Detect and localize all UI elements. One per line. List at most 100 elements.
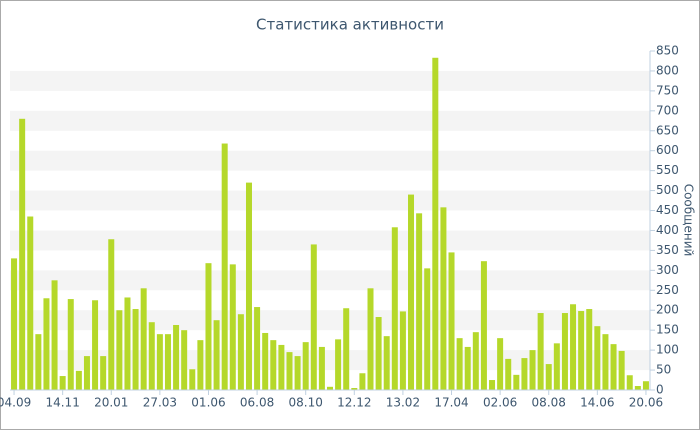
bar bbox=[92, 300, 99, 390]
bar bbox=[537, 313, 544, 390]
y-tick-label: 500 bbox=[656, 183, 679, 197]
bar bbox=[505, 358, 512, 390]
bar bbox=[456, 338, 463, 390]
bar bbox=[489, 380, 496, 390]
bar bbox=[245, 182, 252, 390]
y-tick-label: 200 bbox=[656, 303, 679, 317]
x-tick-label: 04.09 bbox=[0, 396, 31, 410]
bar bbox=[197, 340, 204, 390]
bar bbox=[618, 350, 625, 390]
bar bbox=[610, 344, 617, 390]
x-tick-label: 01.06 bbox=[191, 396, 225, 410]
bar bbox=[164, 334, 171, 390]
x-tick-label: 12.12 bbox=[337, 396, 371, 410]
y-tick-label: 350 bbox=[656, 243, 679, 257]
y-tick-label: 100 bbox=[656, 343, 679, 357]
y-tick-label: 750 bbox=[656, 83, 679, 97]
x-tick-label: 02.06 bbox=[483, 396, 517, 410]
bar bbox=[424, 268, 431, 390]
bar bbox=[229, 264, 236, 390]
bar bbox=[43, 298, 50, 390]
bar bbox=[11, 258, 18, 390]
bar bbox=[221, 143, 228, 390]
bar bbox=[124, 297, 131, 390]
x-tick-label: 14.11 bbox=[45, 396, 79, 410]
grid-band bbox=[10, 310, 650, 331]
bar bbox=[642, 381, 649, 390]
bar bbox=[173, 324, 180, 390]
x-tick-label: 20.06 bbox=[629, 396, 663, 410]
bar bbox=[529, 350, 536, 390]
y-tick-label: 250 bbox=[656, 283, 679, 297]
bar bbox=[432, 57, 439, 390]
grid-band bbox=[10, 230, 650, 251]
bar bbox=[472, 332, 479, 390]
y-tick-label: 400 bbox=[656, 223, 679, 237]
x-tick-label: 17.04 bbox=[434, 396, 468, 410]
bar bbox=[448, 252, 455, 390]
bar bbox=[335, 339, 342, 390]
x-tick-label: 14.06 bbox=[580, 396, 614, 410]
chart-title: Статистика активности bbox=[256, 16, 444, 34]
x-tick-label: 13.02 bbox=[386, 396, 420, 410]
bar bbox=[270, 340, 277, 390]
bar bbox=[67, 299, 74, 390]
bar bbox=[513, 374, 520, 390]
bar bbox=[351, 388, 358, 390]
grid-band bbox=[10, 270, 650, 291]
grid-band bbox=[10, 70, 650, 91]
bar bbox=[408, 194, 415, 390]
y-tick-label: 850 bbox=[656, 44, 679, 58]
bar bbox=[254, 307, 261, 390]
bar bbox=[521, 358, 528, 390]
bar bbox=[83, 356, 90, 390]
y-tick-label: 300 bbox=[656, 263, 679, 277]
bar bbox=[359, 373, 366, 390]
bar bbox=[480, 261, 487, 390]
bar bbox=[75, 370, 82, 390]
bar bbox=[181, 330, 188, 390]
bar bbox=[132, 309, 139, 390]
bar bbox=[310, 244, 317, 390]
y-tick-label: 600 bbox=[656, 143, 679, 157]
bar bbox=[237, 314, 244, 390]
grid-band bbox=[10, 150, 650, 171]
x-tick-label: 27.03 bbox=[143, 396, 177, 410]
bar bbox=[302, 342, 309, 390]
bar bbox=[545, 364, 552, 390]
bar bbox=[391, 227, 398, 390]
y-tick-label: 0 bbox=[656, 383, 664, 397]
bar bbox=[27, 216, 34, 390]
x-tick-label: 08.10 bbox=[289, 396, 323, 410]
grid-band bbox=[10, 110, 650, 131]
y-axis-title: Сообщений bbox=[682, 184, 696, 257]
y-tick-label: 800 bbox=[656, 63, 679, 77]
bar bbox=[205, 263, 212, 390]
bar bbox=[626, 375, 633, 390]
bar bbox=[343, 308, 350, 390]
x-tick-label: 06.08 bbox=[240, 396, 274, 410]
bar bbox=[570, 304, 577, 390]
bar bbox=[327, 386, 333, 390]
bar bbox=[294, 356, 301, 390]
bar bbox=[108, 239, 115, 390]
x-tick-label: 08.08 bbox=[532, 396, 566, 410]
bar bbox=[19, 118, 26, 391]
bar bbox=[156, 334, 163, 390]
x-tick-label: 20.01 bbox=[94, 396, 128, 410]
bar bbox=[634, 386, 641, 390]
bar bbox=[367, 288, 374, 390]
bar bbox=[278, 344, 285, 390]
y-tick-label: 550 bbox=[656, 163, 679, 177]
bar bbox=[399, 311, 406, 390]
bar bbox=[100, 356, 107, 390]
bar bbox=[586, 309, 593, 390]
y-tick-label: 650 bbox=[656, 123, 679, 137]
grid-band bbox=[10, 190, 650, 211]
bar bbox=[375, 317, 382, 390]
bar bbox=[464, 346, 471, 390]
bar bbox=[189, 369, 196, 390]
bar bbox=[416, 213, 423, 390]
bar bbox=[148, 322, 155, 390]
